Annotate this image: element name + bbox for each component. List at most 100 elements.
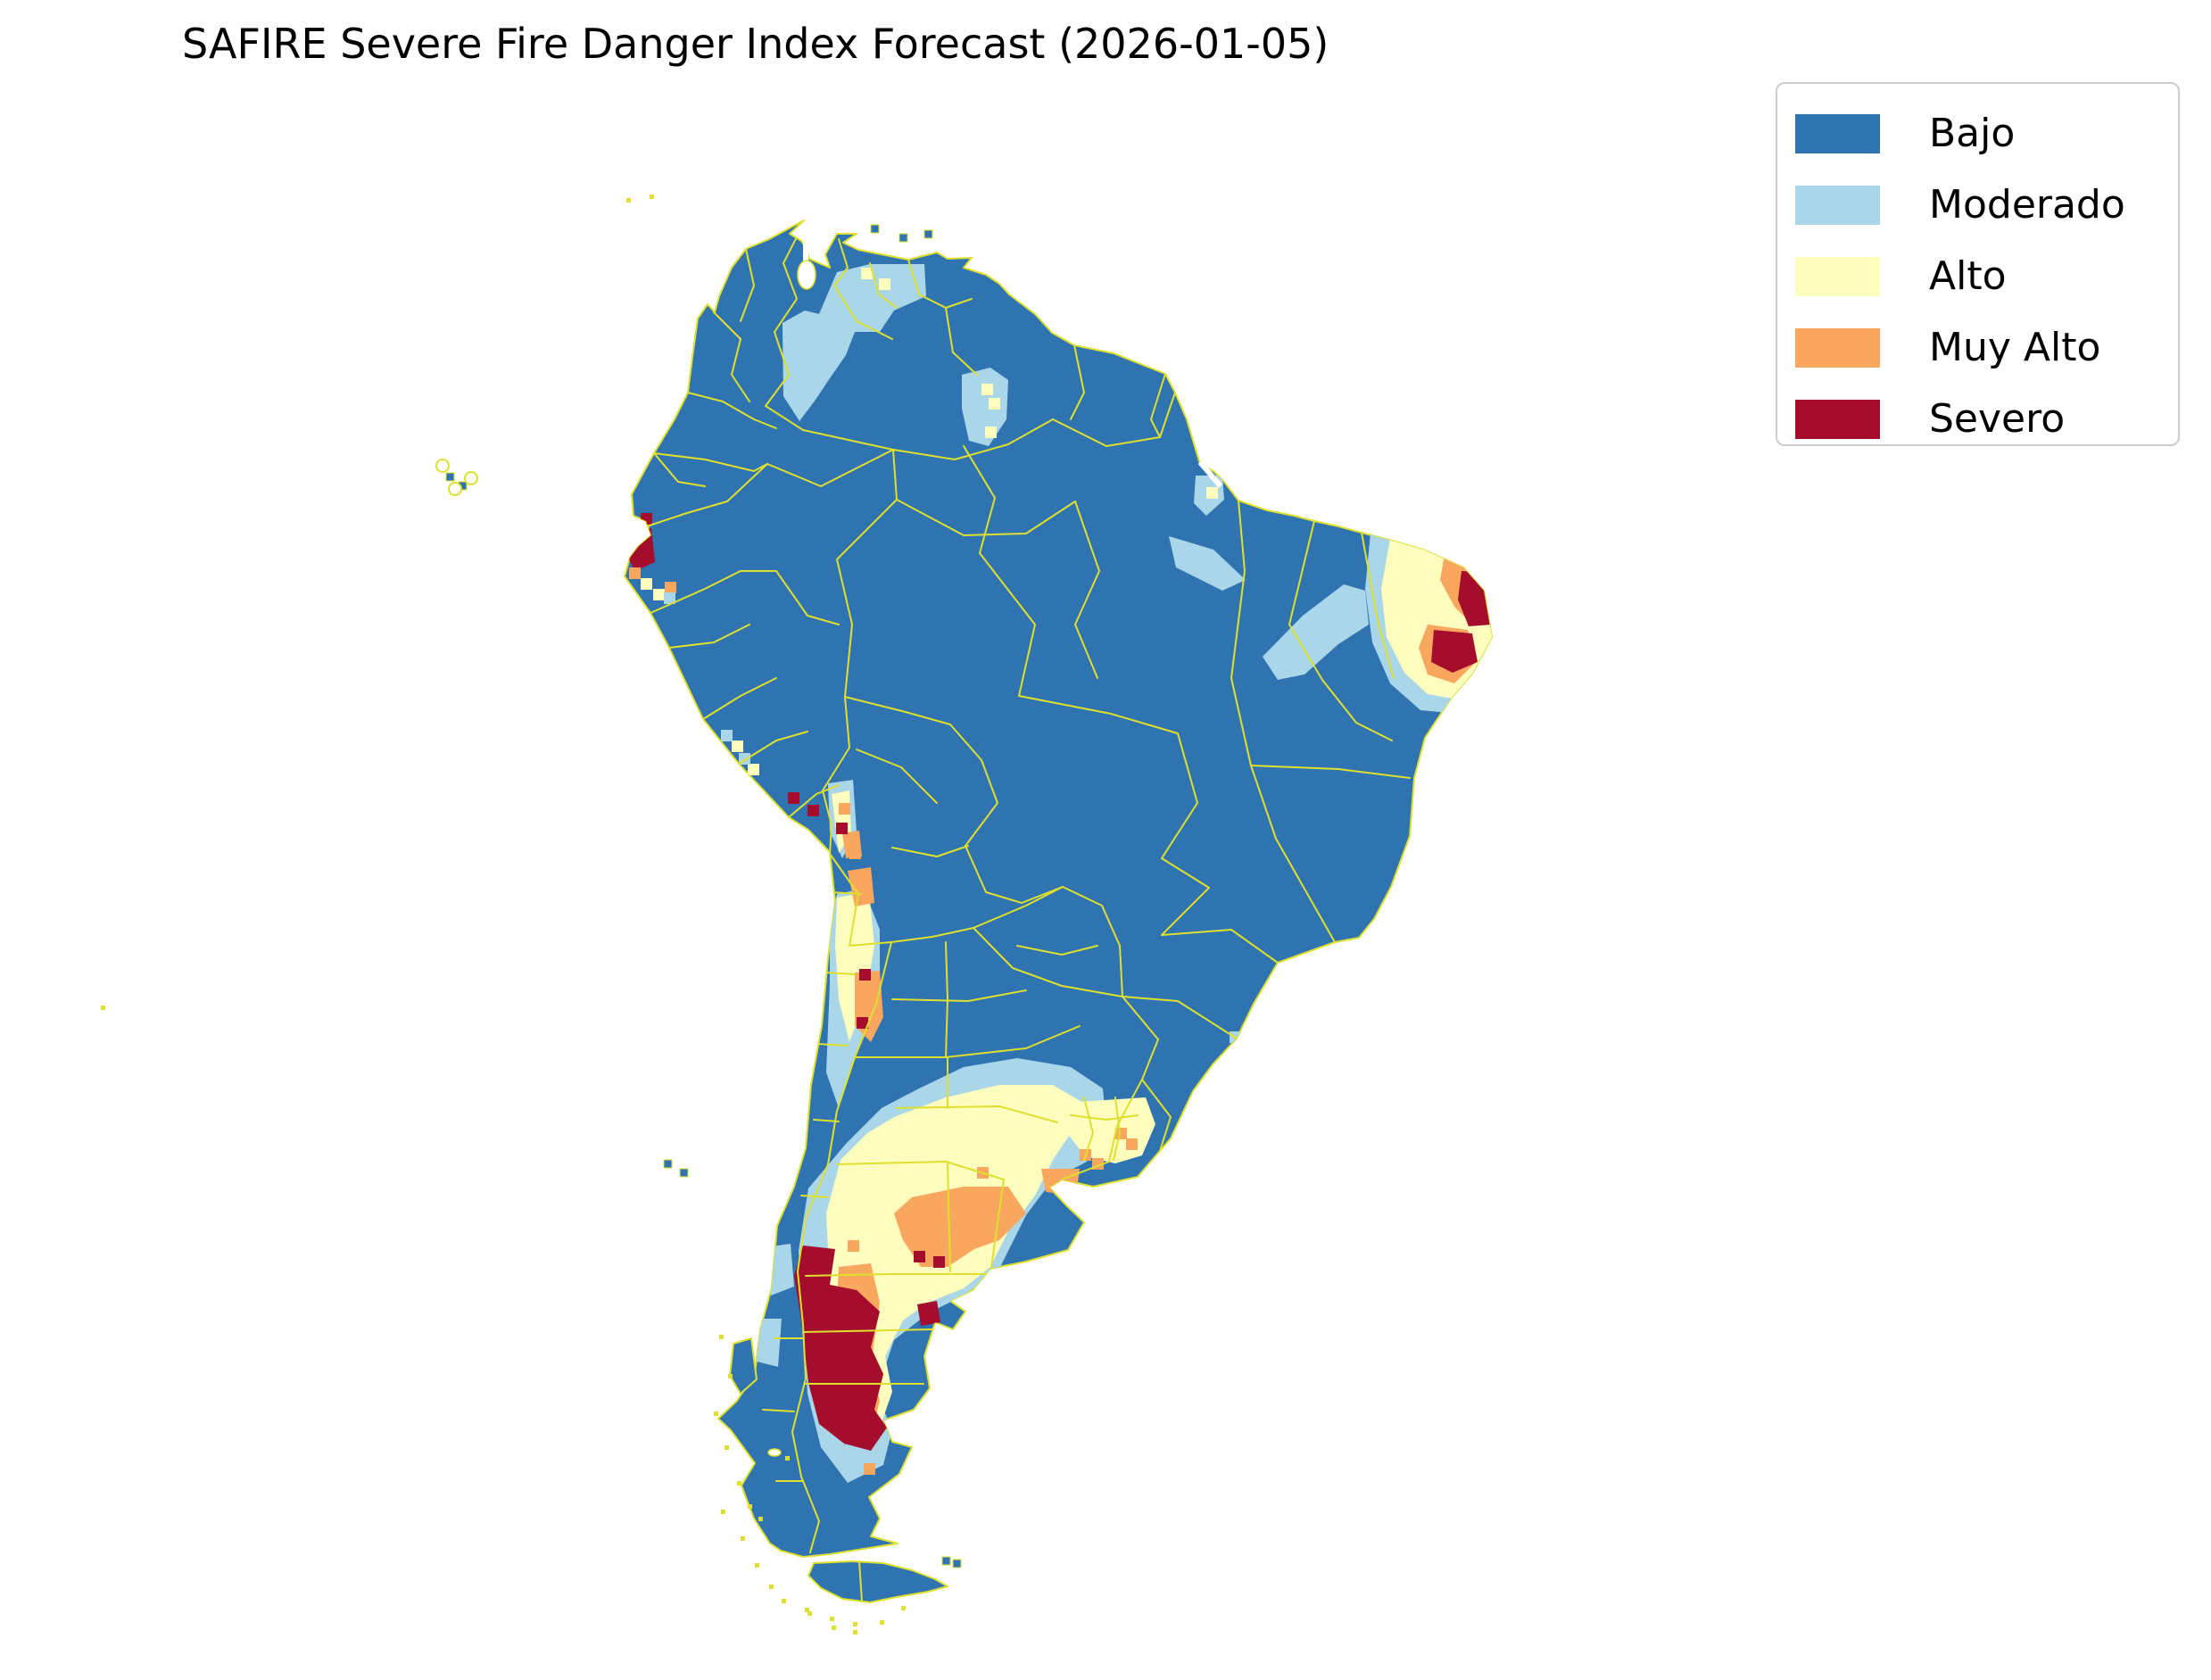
region-severo-ne-brazil-core-south [1431, 630, 1478, 673]
admin-boundary-line [1361, 532, 1395, 679]
coastline-speck [755, 1563, 759, 1568]
coastline-speck [721, 1510, 725, 1514]
small-island [870, 224, 880, 234]
island-outline [448, 482, 462, 496]
cell-alto [989, 398, 1000, 410]
legend-item-severo: Severo [1777, 384, 2178, 455]
cell-moderado [1245, 1042, 1256, 1054]
legend-swatch-moderado [1795, 186, 1880, 225]
coastline-speck [725, 1445, 729, 1450]
admin-boundary-line [1083, 1097, 1094, 1161]
admin-boundary-line [646, 463, 768, 527]
island-outline [435, 459, 450, 473]
coastline-speck [748, 1504, 752, 1509]
admin-boundary-line [1161, 857, 1210, 936]
coastline-speck [785, 1456, 790, 1461]
admin-boundary-line [907, 259, 973, 309]
admin-boundary-line [856, 749, 938, 804]
admin-boundary-line [1161, 732, 1198, 859]
admin-boundary-line [1061, 1079, 1143, 1180]
cell-alto [641, 578, 652, 590]
admin-boundary-line [800, 1195, 829, 1198]
admin-boundary-line [892, 418, 1054, 460]
admin-boundaries-layer [646, 222, 1411, 1602]
admin-boundary-line [973, 927, 1123, 997]
admin-boundary-line [1016, 945, 1098, 956]
admin-boundary-line [869, 262, 898, 309]
landmass-tierra-del-fuego [807, 1560, 948, 1603]
lake [797, 260, 816, 290]
coastline-speck [805, 1608, 809, 1612]
admin-boundary-line [653, 452, 706, 487]
small-island [923, 229, 933, 239]
coastline-speck [769, 1585, 774, 1589]
cell-severo [836, 823, 848, 834]
admin-boundary-line [891, 845, 969, 857]
admin-boundary-line [1018, 695, 1179, 734]
cell-muy-alto [1126, 1138, 1138, 1150]
coastline-speck [830, 1617, 834, 1621]
admin-boundary-line [854, 1025, 1081, 1058]
cell-muy-alto [665, 582, 676, 593]
cell-severo [933, 1256, 945, 1268]
cell-alto [879, 278, 890, 290]
legend-item-muy-alto: Muy Alto [1777, 312, 2178, 384]
admin-boundary-line [1250, 765, 1411, 779]
admin-boundary-line [1062, 886, 1123, 997]
cell-severo [807, 805, 819, 816]
admin-boundary-line [668, 624, 750, 649]
cell-moderado [721, 730, 733, 741]
cell-muy-alto [864, 1463, 875, 1475]
admin-boundary-line [829, 891, 862, 895]
admin-boundary-line [973, 886, 1064, 929]
coastline-speck [737, 1481, 741, 1486]
legend-swatch-alto [1795, 257, 1880, 296]
cell-muy-alto [849, 848, 861, 859]
admin-boundary-line [802, 1328, 933, 1333]
cell-alto [748, 764, 759, 775]
coastline-speck [807, 1611, 812, 1616]
admin-boundary-line [890, 927, 974, 943]
cell-muy-alto [839, 803, 850, 815]
cell-severo [914, 1251, 925, 1262]
coastline-speck [741, 1536, 745, 1541]
admin-boundary-line [824, 972, 856, 975]
legend-label: Moderado [1929, 182, 2125, 228]
cell-severo [788, 792, 799, 804]
region-muy-alto-la-pampa-blotch [894, 1187, 1026, 1267]
coastline-speck [782, 1599, 786, 1603]
admin-boundary-line [1230, 500, 1252, 766]
admin-boundary-line [687, 392, 777, 429]
region-severo-patagonia-core [794, 1246, 887, 1451]
land-layer [624, 219, 1493, 1603]
admin-boundary-line [1250, 765, 1336, 943]
admin-boundary-line [775, 570, 840, 625]
admin-boundary-line [788, 784, 840, 818]
admin-boundary-line [979, 552, 1036, 697]
admin-boundary-line [896, 499, 1076, 536]
region-severo-valdes-spot [917, 1301, 940, 1326]
admin-boundary-line [1070, 344, 1085, 420]
admin-boundary-line [1052, 392, 1176, 447]
cell-alto [1478, 535, 1489, 547]
admin-boundary-line [653, 452, 768, 472]
region-muy-alto-andes-orange-a [848, 867, 874, 906]
small-island [445, 472, 455, 482]
region-moderado-ne-brazil-west-wedge [1263, 584, 1369, 680]
coastline-speck [719, 1335, 724, 1339]
admin-boundary-line [1141, 1079, 1172, 1152]
cell-alto [985, 426, 997, 438]
admin-boundary-line [836, 1161, 1005, 1180]
legend-label: Muy Alto [1929, 325, 2101, 370]
coastline-speck [880, 1620, 884, 1625]
coastline-speck [901, 1606, 906, 1610]
admin-boundary-line [762, 1409, 795, 1412]
legend-item-alto: Alto [1777, 241, 2178, 312]
admin-boundary-line [1074, 501, 1100, 679]
region-moderado-maranhao-streak [1169, 536, 1246, 591]
legend-label: Severo [1929, 396, 2066, 442]
admin-boundary-line [1122, 996, 1238, 1039]
admin-boundary-line [844, 696, 1064, 904]
admin-boundary-line [813, 1119, 840, 1122]
